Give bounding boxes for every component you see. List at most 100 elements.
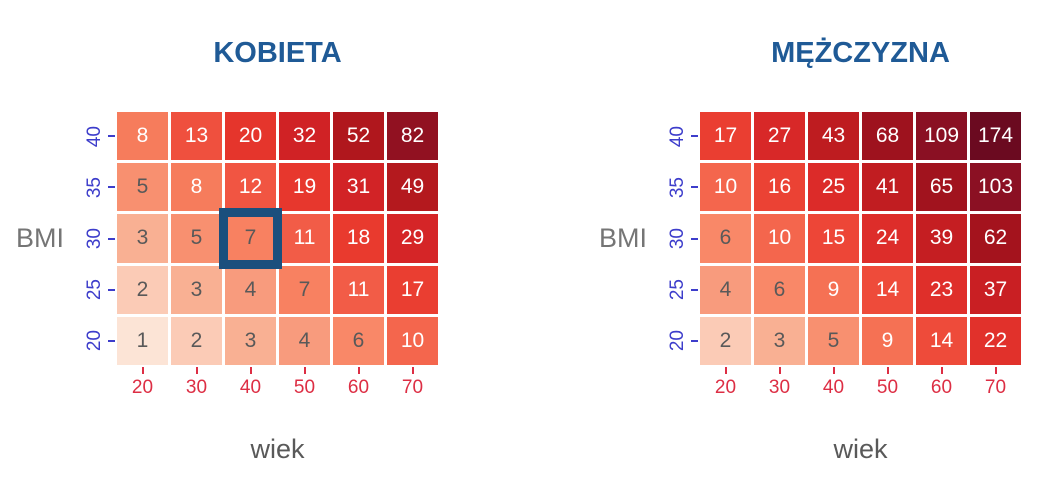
- x-tick-label: 20: [131, 377, 154, 398]
- x-tick-mark: [141, 367, 144, 374]
- x-tick: 40: [225, 367, 276, 410]
- x-tick-mark: [411, 367, 414, 374]
- heatmap-cell[interactable]: 65: [916, 163, 967, 212]
- x-tick-label: 60: [930, 377, 953, 398]
- heatmap-cell[interactable]: 17: [700, 112, 751, 161]
- y-tick: 40: [80, 112, 117, 160]
- y-tick-label: 40: [84, 125, 105, 147]
- heatmap-cell[interactable]: 11: [333, 265, 384, 314]
- y-tick: 35: [80, 163, 117, 211]
- x-tick-label: 70: [401, 377, 424, 398]
- y-axis: 40 35 30 25 20: [80, 112, 117, 365]
- x-axis-title: wiek: [833, 434, 888, 464]
- heatmap-cell[interactable]: 82: [387, 112, 438, 161]
- heatmap-cell[interactable]: 9: [808, 265, 859, 314]
- heatmap-cell[interactable]: 3: [117, 214, 168, 263]
- heatmap-cell[interactable]: 68: [862, 112, 913, 161]
- x-tick-mark: [724, 367, 727, 374]
- heatmap-cell[interactable]: 2: [700, 316, 751, 365]
- heatmap-cell[interactable]: 3: [754, 316, 805, 365]
- x-tick-label: 30: [185, 377, 208, 398]
- y-tick-label: 20: [84, 330, 105, 352]
- selected-cell-indicator: [219, 208, 282, 269]
- heatmap-chart-kobieta: KOBIETA BMI 40 35 30 25 20 8 13 20 32 52 82 5 8 12 19…: [0, 0, 438, 490]
- heatmap-cell[interactable]: 41: [862, 163, 913, 212]
- heatmap-cell[interactable]: 2: [117, 265, 168, 314]
- heatmap-cell[interactable]: 12: [225, 163, 276, 212]
- heatmap-cell[interactable]: 62: [970, 214, 1021, 263]
- heatmap-cell[interactable]: 6: [700, 214, 751, 263]
- y-tick-mark: [108, 135, 115, 138]
- heatmap-cell[interactable]: 10: [387, 316, 438, 365]
- heatmap-cell[interactable]: 20: [225, 112, 276, 161]
- heatmap-cell[interactable]: 23: [916, 265, 967, 314]
- heatmap-cell[interactable]: 16: [754, 163, 805, 212]
- y-tick-mark: [108, 237, 115, 240]
- heatmap-cell[interactable]: 7: [219, 208, 282, 269]
- x-tick: 20: [700, 367, 751, 410]
- x-tick-label: 40: [822, 377, 845, 398]
- heatmap-cell[interactable]: 25: [808, 163, 859, 212]
- y-tick: 40: [663, 112, 700, 160]
- heatmap-cell[interactable]: 14: [862, 265, 913, 314]
- heatmap-cell[interactable]: 174: [970, 112, 1021, 161]
- y-tick-label: 40: [667, 125, 688, 147]
- y-tick: 25: [663, 266, 700, 314]
- heatmap-cell[interactable]: 18: [333, 214, 384, 263]
- heatmap-cell[interactable]: 2: [171, 316, 222, 365]
- heatmap-cell[interactable]: 22: [970, 316, 1021, 365]
- heatmap-cell[interactable]: 49: [387, 163, 438, 212]
- heatmap-cell[interactable]: 37: [970, 265, 1021, 314]
- y-tick-label: 20: [667, 330, 688, 352]
- heatmap-cell[interactable]: 10: [754, 214, 805, 263]
- heatmap-cell[interactable]: 17: [387, 265, 438, 314]
- heatmap-cell[interactable]: 15: [808, 214, 859, 263]
- x-tick-label: 50: [876, 377, 899, 398]
- heatmap-grid: 8 13 20 32 52 82 5 8 12 19 31 49 3 5 7 11 18 29 2 3 4 7 11 17 1 2…: [117, 112, 438, 365]
- heatmap-cell[interactable]: 31: [333, 163, 384, 212]
- y-tick-mark: [691, 339, 698, 342]
- heatmap-cell[interactable]: 29: [387, 214, 438, 263]
- heatmap-cell[interactable]: 1: [117, 316, 168, 365]
- heatmap-chart-mezczyzna: MĘŻCZYZNA BMI 40 35 30 25 20 17 27 43 68 109 174 1…: [583, 0, 1021, 490]
- heatmap-cell[interactable]: 109: [916, 112, 967, 161]
- heatmap-cell[interactable]: 103: [970, 163, 1021, 212]
- heatmap-cell[interactable]: 6: [333, 316, 384, 365]
- heatmap-cell[interactable]: 27: [754, 112, 805, 161]
- heatmap-cell[interactable]: 3: [225, 316, 276, 365]
- heatmap-cell[interactable]: 19: [279, 163, 330, 212]
- y-tick: 25: [80, 266, 117, 314]
- heatmap-cell[interactable]: 9: [862, 316, 913, 365]
- heatmap-cell[interactable]: 13: [171, 112, 222, 161]
- heatmap-cell[interactable]: 24: [862, 214, 913, 263]
- heatmap-cell[interactable]: 43: [808, 112, 859, 161]
- y-axis-title: BMI: [16, 223, 65, 253]
- heatmap-cell[interactable]: 7: [279, 265, 330, 314]
- x-tick: 60: [916, 367, 967, 410]
- y-tick-label: 35: [667, 176, 688, 198]
- heatmap-cell[interactable]: 10: [700, 163, 751, 212]
- x-tick-mark: [886, 367, 889, 374]
- heatmap-cell[interactable]: 32: [279, 112, 330, 161]
- y-tick-mark: [108, 288, 115, 291]
- y-tick: 35: [663, 163, 700, 211]
- heatmap-cell[interactable]: 5: [808, 316, 859, 365]
- heatmap-cell[interactable]: 39: [916, 214, 967, 263]
- heatmap-cell[interactable]: 3: [171, 265, 222, 314]
- heatmap-cell[interactable]: 14: [916, 316, 967, 365]
- y-tick-label: 30: [667, 227, 688, 250]
- heatmap-cell[interactable]: 6: [754, 265, 805, 314]
- x-tick-mark: [357, 367, 360, 374]
- x-tick: 70: [970, 367, 1021, 410]
- heatmap-cell[interactable]: 8: [117, 112, 168, 161]
- heatmap-cell[interactable]: 5: [171, 214, 222, 263]
- heatmap-cell[interactable]: 8: [171, 163, 222, 212]
- heatmap-cell[interactable]: 4: [700, 265, 751, 314]
- heatmap-cell[interactable]: 4: [225, 265, 276, 314]
- heatmap-cell[interactable]: 11: [279, 214, 330, 263]
- x-tick-label: 50: [293, 377, 316, 398]
- heatmap-cell[interactable]: 52: [333, 112, 384, 161]
- heatmap-cell[interactable]: 5: [117, 163, 168, 212]
- heatmap-cell[interactable]: 4: [279, 316, 330, 365]
